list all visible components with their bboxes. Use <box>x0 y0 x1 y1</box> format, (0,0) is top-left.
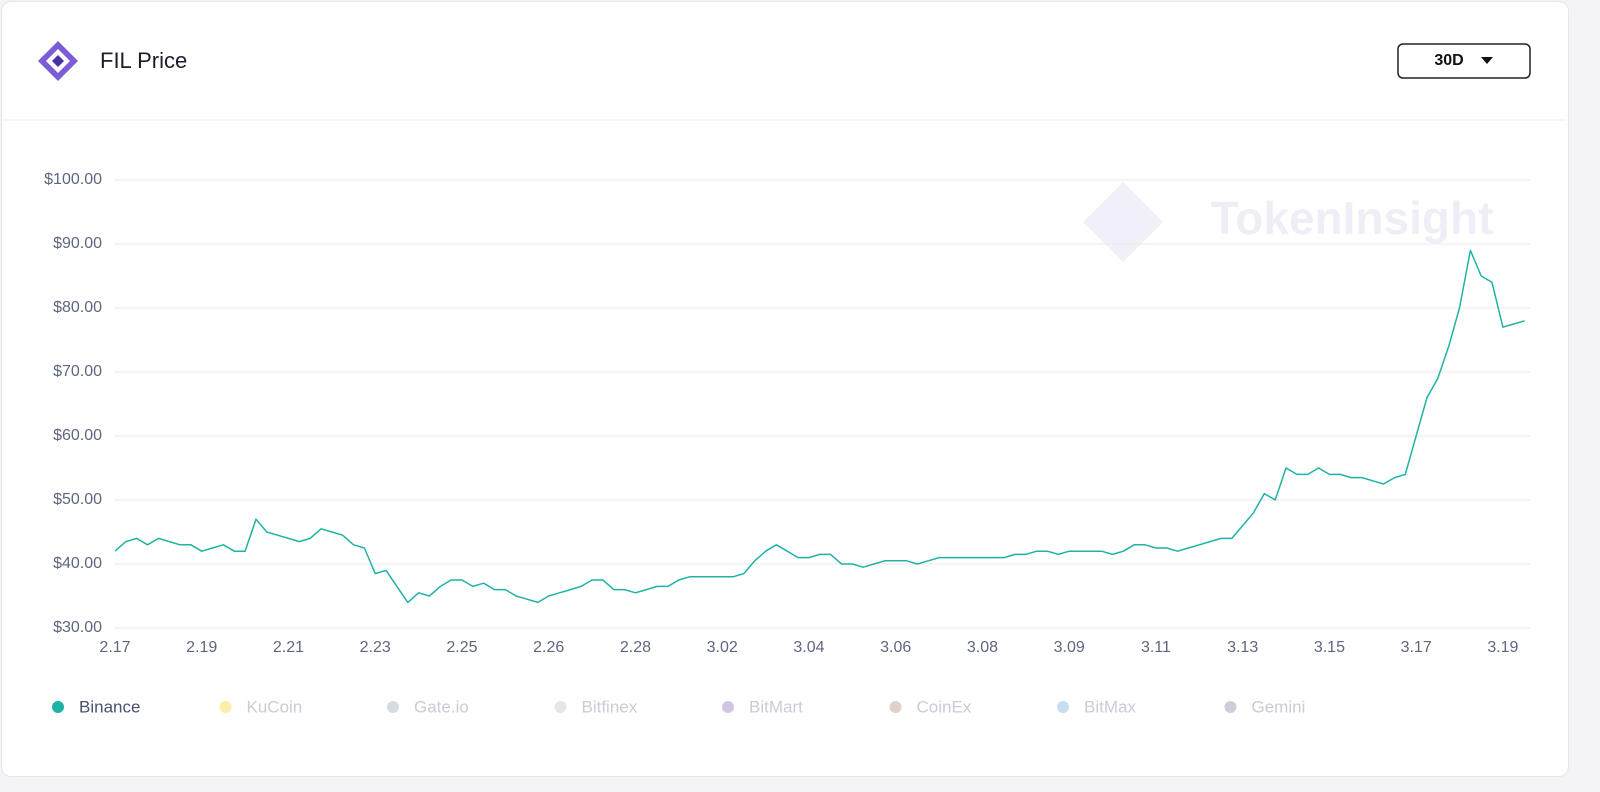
legend-marker[interactable] <box>1057 701 1069 713</box>
legend-marker[interactable] <box>889 701 902 713</box>
legend-marker[interactable] <box>52 701 64 713</box>
logo <box>38 41 78 81</box>
x-tick-label: 2.19 <box>186 639 217 656</box>
range-button[interactable] <box>1397 43 1531 79</box>
legend-marker[interactable] <box>387 701 399 713</box>
legend-marker[interactable] <box>219 701 232 713</box>
y-tick-label: $30.00 <box>53 619 102 636</box>
legend-label[interactable]: CoinEx <box>917 697 972 716</box>
y-tick-label: $70.00 <box>53 363 102 380</box>
x-tick-label: 2.26 <box>533 639 564 656</box>
legend-label[interactable]: Gate.io <box>414 697 469 716</box>
x-tick-label: 3.09 <box>1054 639 1085 656</box>
x-tick-label: 3.02 <box>707 639 738 656</box>
legend-label[interactable]: Bitfinex <box>582 697 638 716</box>
watermark: TokenInsight <box>1211 192 1494 244</box>
x-tick-label: 3.06 <box>880 639 911 656</box>
x-tick-label: 3.19 <box>1487 639 1518 656</box>
y-tick-label: $50.00 <box>53 491 102 508</box>
card <box>1 1 1569 777</box>
x-tick-label: 3.04 <box>793 639 824 656</box>
range-button-label[interactable]: 30D <box>1434 52 1463 69</box>
legend-marker[interactable] <box>1224 701 1237 713</box>
x-tick-label: 2.23 <box>360 639 391 656</box>
y-tick-label: $100.00 <box>44 171 102 188</box>
legend-label[interactable]: Binance <box>79 697 140 716</box>
dropdown-arrow[interactable] <box>1481 57 1493 64</box>
x-tick-label: 2.17 <box>99 639 130 656</box>
y-tick-label: $40.00 <box>53 555 102 572</box>
watermark-logo <box>1083 182 1163 262</box>
x-tick-label: 2.25 <box>446 639 477 656</box>
x-tick-label: 3.13 <box>1227 639 1258 656</box>
y-tick-label: $80.00 <box>53 299 102 316</box>
legend-label[interactable]: BitMart <box>749 697 803 716</box>
y-tick-label: $60.00 <box>53 427 102 444</box>
x-tick-label: 3.15 <box>1314 639 1345 656</box>
x-tick-label: 2.21 <box>273 639 304 656</box>
legend-marker[interactable] <box>554 701 567 713</box>
legend-label[interactable]: Gemini <box>1252 697 1306 716</box>
legend-label[interactable]: KuCoin <box>247 697 303 716</box>
legend-marker[interactable] <box>722 701 734 713</box>
x-tick-label: 3.11 <box>1141 639 1171 656</box>
x-tick-label: 3.08 <box>967 639 998 656</box>
price-line <box>114 249 1525 604</box>
chart-title: FIL Price <box>100 48 187 73</box>
legend-label[interactable]: BitMax <box>1084 697 1136 716</box>
x-tick-label: 3.17 <box>1401 639 1432 656</box>
x-tick-label: 2.28 <box>620 639 651 656</box>
y-tick-label: $90.00 <box>53 235 102 252</box>
